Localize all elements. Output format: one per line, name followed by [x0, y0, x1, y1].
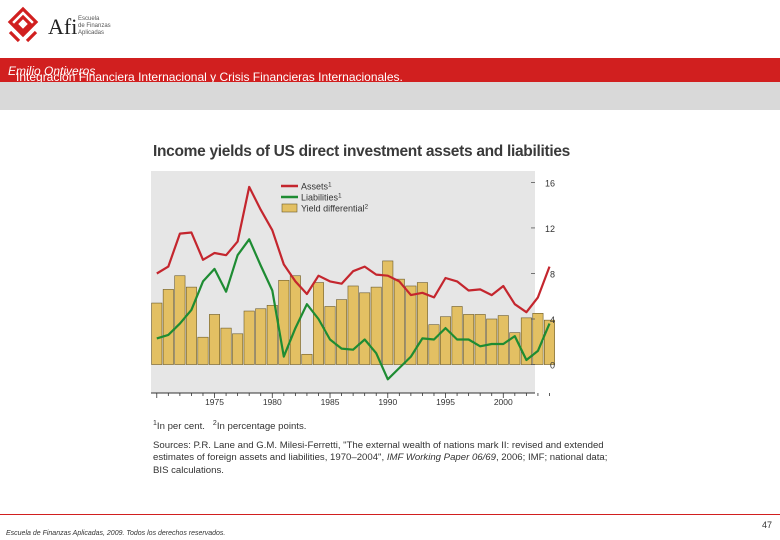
banner-title: Integración Financiera Internacional y C…: [16, 70, 403, 84]
legend-label-2: Yield differential2: [301, 204, 369, 214]
bar-1976: [220, 327, 232, 365]
x-tick-label-1975: 1975: [205, 397, 224, 407]
banner-text: Integración Financiera Internacional y C…: [8, 64, 403, 84]
bar-1992: [405, 285, 417, 365]
bar-1972: [174, 275, 186, 365]
subtitle-bar: [0, 82, 780, 110]
bar-1987: [347, 285, 359, 365]
y-tick-label-0: 0: [550, 361, 555, 371]
bar-1973: [185, 286, 197, 365]
footer-divider: [0, 514, 780, 515]
bar-1993: [416, 282, 428, 365]
bar-1991: [393, 278, 405, 365]
bar-1975: [209, 314, 220, 365]
logo-subtitle: Escuela de Finanzas Aplicadas: [78, 16, 111, 36]
bar-1980: [266, 305, 278, 365]
legend-label-1: Liabilities1: [301, 193, 342, 203]
afi-logo: Afi Escuela de Finanzas Aplicadas: [6, 6, 116, 52]
x-tick-label-1990: 1990: [378, 397, 397, 407]
bar-1995: [440, 316, 452, 365]
x-tick-label-2000: 2000: [494, 397, 513, 407]
bar-1989: [370, 286, 382, 365]
bar-1994: [428, 324, 440, 365]
yield-chart: 16 12 8 4 0 1975 1980 1985 1990 1995 2000 Assets1…: [151, 171, 555, 407]
x-tick-label-1980: 1980: [263, 397, 282, 407]
bar-2000: [497, 315, 509, 365]
footer-copyright: Escuela de Finanzas Aplicadas, 2009. Tod…: [6, 530, 226, 537]
line-assets: [156, 185, 551, 314]
bar-1999: [486, 318, 498, 365]
bar-2002: [520, 317, 532, 365]
bar-1977: [232, 333, 244, 365]
bar-1970: [151, 302, 163, 365]
bar-1982: [289, 275, 301, 365]
bar-1990: [382, 260, 394, 365]
bar-1986: [336, 299, 348, 365]
bar-2003: [532, 313, 544, 365]
legend-label-0: Assets1: [301, 182, 332, 192]
banner-author: Emilio Ontiveros: [8, 64, 96, 78]
units-note: 1In per cent. 2In percentage points.: [153, 420, 307, 433]
bar-1974: [197, 336, 209, 365]
chart-notes: 1In per cent. 2In percentage points. Sou…: [153, 418, 608, 477]
bar-1983: [301, 353, 313, 365]
bar-1979: [255, 308, 267, 365]
chart-title: Income yields of US direct investment as…: [153, 143, 571, 160]
sources-line-2: estimates of foreign assets and liabilit…: [153, 452, 608, 464]
sources-line-1: Sources: P.R. Lane and G.M. Milesi-Ferre…: [153, 439, 604, 451]
sources-line-3: BIS calculations.: [153, 464, 224, 476]
bar-1985: [324, 306, 336, 365]
y-tick-label-12: 12: [545, 224, 555, 234]
bar-2004: [543, 319, 555, 365]
line-liabilities: [156, 238, 551, 381]
bar-1971: [162, 289, 174, 365]
x-tick-label-1985: 1985: [321, 397, 340, 407]
logo-text: Afi: [48, 14, 78, 39]
bar-1984: [313, 282, 324, 365]
y-tick-label-4: 4: [550, 315, 555, 325]
bar-1988: [359, 292, 371, 365]
page-number: 47: [761, 520, 772, 530]
legend-key-2: [281, 203, 298, 213]
y-tick-label-8: 8: [550, 269, 555, 279]
bar-1978: [243, 310, 255, 365]
title-banner: Integración Financiera Internacional y C…: [0, 58, 780, 84]
bar-1998: [474, 314, 486, 365]
y-tick-label-16: 16: [545, 178, 555, 188]
afi-emblem-icon: [7, 6, 39, 43]
x-tick-label-1995: 1995: [436, 397, 455, 407]
